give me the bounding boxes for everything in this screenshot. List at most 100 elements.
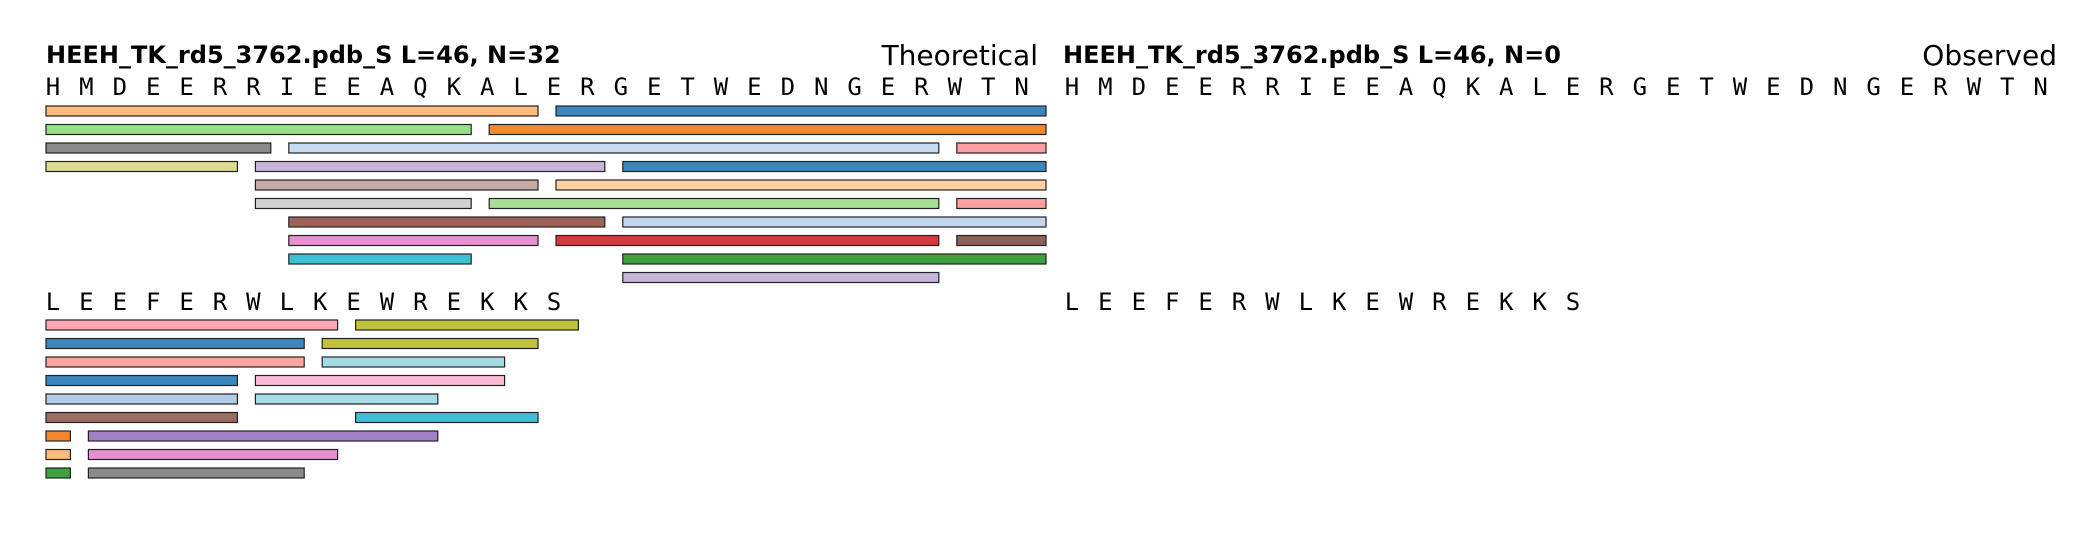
residue-letter: E — [1666, 73, 1680, 101]
panel-title: HEEH_TK_rd5_3762.pdb_S L=46, N=32 — [46, 41, 561, 69]
fragment-bar — [956, 234, 1047, 247]
residue-letter: E — [1198, 73, 1212, 101]
residue-letter: E — [1165, 73, 1179, 101]
residue-letter: L — [280, 288, 294, 316]
residue-letter: W — [948, 73, 963, 101]
fragment-bar — [555, 179, 1047, 191]
residue-letter: E — [1332, 73, 1346, 101]
residue-letter: D — [1132, 73, 1146, 101]
residue-letter: I — [280, 73, 294, 101]
residue-letter: E — [1365, 73, 1379, 101]
residue-letter: K — [1466, 73, 1481, 101]
fragment-bar — [45, 319, 339, 331]
fragment-bar — [288, 253, 472, 265]
residue-letter: N — [1014, 73, 1028, 101]
residue-letter: N — [814, 73, 828, 101]
residue-letter: F — [1165, 288, 1179, 316]
residue-letter: T — [1699, 73, 1713, 101]
fragment-bar — [488, 197, 940, 210]
residue-letter: R — [1232, 288, 1247, 316]
residue-letter: K — [313, 288, 328, 316]
residue-letter: L — [513, 73, 527, 101]
residue-letter: E — [146, 73, 160, 101]
residue-letter: K — [1499, 288, 1514, 316]
residue-letter: E — [346, 73, 360, 101]
residue-letter: R — [413, 288, 428, 316]
fragment-bar — [321, 356, 506, 368]
fragment-bar — [254, 374, 506, 387]
fragment-bar — [622, 160, 1047, 173]
fragment-bar — [288, 142, 940, 154]
residue-letter: E — [179, 73, 193, 101]
fragment-bar — [45, 411, 238, 424]
residue-letter: E — [1466, 288, 1480, 316]
residue-letter: E — [179, 288, 193, 316]
fragment-bar — [254, 197, 472, 210]
residue-letter: E — [79, 288, 93, 316]
residue-letter: G — [614, 73, 628, 101]
residue-letter: N — [1833, 73, 1847, 101]
residue-letter: G — [847, 73, 861, 101]
fragment-bar — [45, 467, 71, 479]
residue-letter: R — [914, 73, 929, 101]
residue-letter: K — [513, 288, 528, 316]
panel-label: Theoretical — [881, 39, 1038, 72]
residue-letter: F — [146, 288, 160, 316]
residue-letter: E — [747, 73, 761, 101]
residue-letter: A — [380, 73, 395, 101]
fragment-bar — [45, 356, 305, 368]
residue-letter: E — [1900, 73, 1914, 101]
residue-letter: E — [547, 73, 561, 101]
residue-letter: Q — [1432, 73, 1446, 101]
residue-letter: Q — [413, 73, 427, 101]
fragment-bar — [45, 393, 238, 405]
panel-title: HEEH_TK_rd5_3762.pdb_S L=46, N=0 — [1063, 41, 1561, 69]
residue-letter: I — [1299, 73, 1313, 101]
residue-letter: W — [246, 288, 261, 316]
residue-letter: E — [881, 73, 895, 101]
fragment-bar — [45, 105, 539, 117]
fragment-bar — [321, 337, 539, 350]
residue-letter: E — [313, 73, 327, 101]
fragment-bar — [254, 393, 439, 405]
residue-letter: K — [1332, 288, 1347, 316]
residue-letter: E — [447, 288, 461, 316]
residue-letter: W — [1733, 73, 1748, 101]
fragment-bar — [254, 160, 606, 173]
fragment-bar — [87, 467, 305, 479]
residue-letter: K — [447, 73, 462, 101]
fragment-bar — [45, 374, 238, 387]
fragment-bar — [355, 411, 539, 424]
residue-letter: R — [1933, 73, 1948, 101]
fragment-bar — [622, 271, 940, 284]
residue-letter: T — [680, 73, 694, 101]
residue-letter: E — [346, 288, 360, 316]
residue-letter: R — [1599, 73, 1614, 101]
fragment-bar — [45, 430, 71, 442]
fragment-bar — [45, 160, 238, 173]
residue-letter: R — [1265, 73, 1280, 101]
residue-letter: S — [547, 288, 561, 316]
panel-observed: HEEH_TK_rd5_3762.pdb_S L=46, N=0 Observe… — [1063, 39, 2057, 316]
residue-letter: H — [46, 73, 60, 101]
residue-letter: M — [79, 73, 93, 101]
fragment-bar — [254, 179, 539, 191]
fragment-bar — [355, 319, 580, 331]
panel-theoretical: HEEH_TK_rd5_3762.pdb_S L=46, N=32 Theore… — [45, 39, 1047, 479]
fragment-bar — [555, 105, 1047, 117]
fragment-bar — [555, 234, 940, 247]
residue-letter: E — [1766, 73, 1780, 101]
residue-letter: E — [1198, 288, 1212, 316]
residue-letter: H — [1065, 73, 1079, 101]
residue-letter: L — [1065, 288, 1079, 316]
residue-letter: K — [1532, 288, 1547, 316]
residue-letter: K — [480, 288, 495, 316]
residue-letter: W — [1399, 288, 1414, 316]
residue-letter: R — [1232, 73, 1247, 101]
residue-letter: N — [2033, 73, 2047, 101]
fragment-bar — [45, 337, 305, 350]
